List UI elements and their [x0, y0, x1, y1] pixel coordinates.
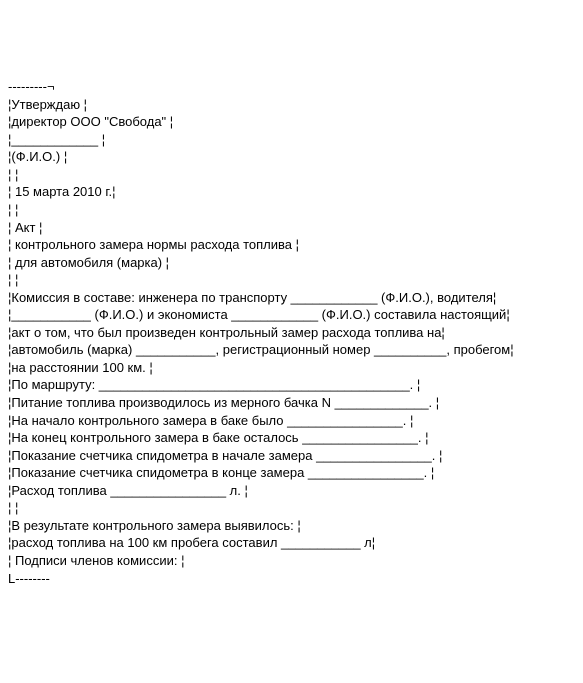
doc-line: ¦ для автомобиля (марка) ¦	[8, 254, 575, 272]
doc-line: ¦ контрольного замера нормы расхода топл…	[8, 236, 575, 254]
doc-line: ¦Комиссия в составе: инженера по транспо…	[8, 289, 575, 307]
doc-line: ¦___________ (Ф.И.О.) и экономиста _____…	[8, 306, 575, 324]
doc-line: ¦(Ф.И.О.) ¦	[8, 148, 575, 166]
doc-line: ¦На начало контрольного замера в баке бы…	[8, 412, 575, 430]
doc-line: ¦на расстоянии 100 км. ¦	[8, 359, 575, 377]
document-body: ---------¬¦Утверждаю ¦¦директор ООО "Сво…	[8, 78, 575, 587]
doc-line: ---------¬	[8, 78, 575, 96]
doc-line: ¦ ¦	[8, 201, 575, 219]
doc-line: ¦Питание топлива производилось из мерног…	[8, 394, 575, 412]
doc-line: ¦____________ ¦	[8, 131, 575, 149]
doc-line: ¦Показание счетчика спидометра в начале …	[8, 447, 575, 465]
doc-line: ¦Расход топлива ________________ л. ¦	[8, 482, 575, 500]
doc-line: ¦Показание счетчика спидометра в конце з…	[8, 464, 575, 482]
doc-line: ¦Утверждаю ¦	[8, 96, 575, 114]
doc-line: ¦ ¦	[8, 166, 575, 184]
doc-line: ¦В результате контрольного замера выявил…	[8, 517, 575, 535]
doc-line: ¦автомобиль (марка) ___________, регистр…	[8, 341, 575, 359]
doc-line: L--------	[8, 570, 575, 588]
doc-line: ¦ 15 марта 2010 г.¦	[8, 183, 575, 201]
doc-line: ¦расход топлива на 100 км пробега состав…	[8, 534, 575, 552]
doc-line: ¦ ¦	[8, 499, 575, 517]
doc-line: ¦ Акт ¦	[8, 219, 575, 237]
doc-line: ¦ ¦	[8, 271, 575, 289]
doc-line: ¦На конец контрольного замера в баке ост…	[8, 429, 575, 447]
doc-line: ¦акт о том, что был произведен контрольн…	[8, 324, 575, 342]
doc-line: ¦По маршруту: __________________________…	[8, 376, 575, 394]
doc-line: ¦ Подписи членов комиссии: ¦	[8, 552, 575, 570]
doc-line: ¦директор ООО "Свобода" ¦	[8, 113, 575, 131]
